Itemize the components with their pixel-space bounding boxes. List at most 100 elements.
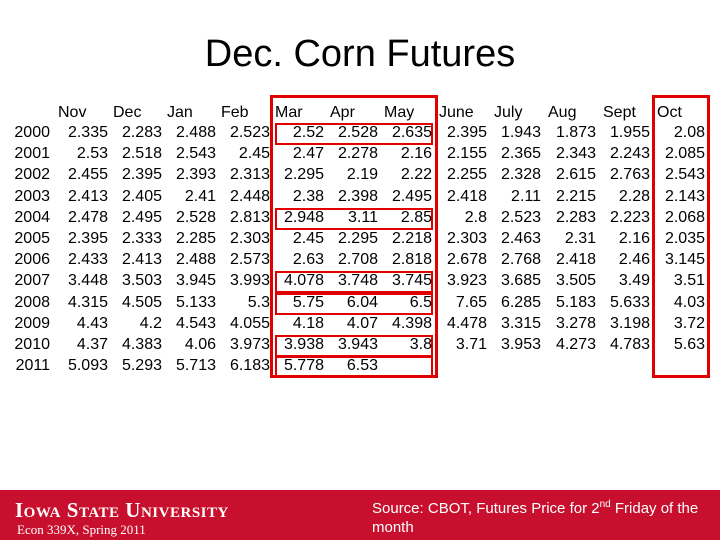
table-cell: 2.19 [346, 166, 378, 184]
table-cell: 2.413 [67, 187, 108, 205]
table-cell: 3.71 [455, 336, 487, 353]
table-cell: 6.5 [409, 293, 432, 311]
table-cell: 2.463 [500, 230, 541, 247]
table-cell: 3.505 [555, 272, 596, 290]
table-cell: 2.708 [337, 251, 378, 269]
highlight-box [275, 207, 433, 230]
source-superscript: nd [599, 499, 611, 510]
row-year: 2003 [14, 187, 50, 205]
table-cell: 3.49 [618, 272, 650, 290]
row-year: 2011 [15, 357, 50, 375]
table-cell: 2.53 [76, 145, 108, 163]
slide-title: Dec. Corn Futures [204, 33, 516, 75]
table-cell: 2.518 [121, 145, 162, 163]
row-year: 2001 [14, 145, 50, 163]
table-cell: 2.495 [391, 187, 432, 205]
table-cell: 3.685 [500, 272, 541, 290]
table-cell: 3.51 [673, 272, 705, 290]
table-cell: 6.183 [229, 357, 270, 375]
table-cell: 6.04 [346, 293, 378, 311]
table-cell: 5.183 [555, 293, 596, 311]
table-cell: 6.285 [500, 293, 541, 311]
table-cell: 2.283 [555, 208, 596, 226]
source-text: Friday of the month [372, 500, 699, 536]
table-cell: 4.478 [446, 314, 487, 332]
table-cell: 2.068 [664, 208, 705, 226]
row-year: 2007 [14, 272, 50, 290]
table-cell: 2.418 [555, 251, 596, 269]
table-cell: 2.813 [229, 208, 270, 226]
table-cell: 4.078 [283, 272, 324, 290]
table-cell: 5.133 [175, 293, 216, 311]
table-cell: 3.8 [409, 336, 432, 353]
table-cell: 2.455 [67, 166, 108, 184]
table-cell: 2.413 [121, 251, 162, 269]
table-cell: 2.16 [400, 145, 432, 163]
table-cell: 2.8 [464, 208, 487, 226]
column-header: Dec [113, 104, 142, 121]
table-cell: 2.16 [618, 230, 650, 247]
row-year: 2004 [14, 208, 50, 226]
table-cell: 3.943 [337, 336, 378, 353]
table-cell: 4.06 [184, 336, 216, 353]
table-cell: 2.28 [618, 187, 650, 205]
university-logo: Iowa State University [15, 498, 229, 522]
table-cell: 2.63 [292, 251, 324, 269]
table-cell: 2.365 [500, 145, 541, 163]
table-cell: 5.75 [292, 293, 324, 311]
table-cell: 2.528 [175, 208, 216, 226]
table-cell: 2.143 [664, 187, 705, 205]
footer: Iowa State University Econ 339X, Spring … [0, 490, 720, 540]
table-cell: 2.303 [446, 230, 487, 247]
table-cell: 4.505 [121, 293, 162, 311]
table-cell: 2.278 [337, 145, 378, 163]
row-year: 2010 [14, 336, 50, 353]
table-cell: 4.383 [121, 336, 162, 353]
table-cell: 2.035 [664, 230, 705, 247]
row-year: 2009 [14, 314, 50, 332]
table-cell: 3.448 [67, 272, 108, 290]
table-cell: 2.08 [673, 124, 705, 141]
table-cell: 2.395 [67, 230, 108, 247]
table-cell: 2.303 [229, 230, 270, 247]
column-header: Feb [221, 104, 249, 121]
highlight-box [652, 95, 710, 378]
table-cell: 3.278 [555, 314, 596, 332]
table-cell: 2.218 [391, 230, 432, 247]
table-cell: 3.973 [229, 336, 270, 353]
table-cell: 2.495 [121, 208, 162, 226]
table-cell: 2.295 [283, 166, 324, 184]
table-cell: 5.713 [175, 357, 216, 375]
table-cell: 2.528 [337, 124, 378, 141]
table-cell: 2.523 [500, 208, 541, 226]
table-cell: 3.145 [664, 251, 705, 269]
table-cell: 2.395 [121, 166, 162, 184]
highlight-box [275, 356, 433, 379]
source-note: Source: CBOT, Futures Price for 2nd Frid… [372, 495, 717, 537]
table-cell: 2.395 [446, 124, 487, 141]
table-cell: 2.295 [337, 230, 378, 247]
table-cell: 4.03 [673, 293, 705, 311]
table-cell: 4.273 [555, 336, 596, 353]
row-year: 2002 [14, 166, 50, 184]
table-cell: 2.343 [555, 145, 596, 163]
table-cell: 6.53 [346, 357, 378, 375]
column-header: Nov [58, 104, 87, 121]
table-cell: 2.11 [511, 187, 541, 205]
table-cell: 2.433 [67, 251, 108, 269]
table-cell: 4.055 [229, 314, 270, 332]
table-cell: 2.328 [500, 166, 541, 184]
table-cell: 5.3 [247, 293, 270, 311]
table-cell: 2.52 [292, 124, 324, 141]
table-cell: 4.543 [175, 314, 216, 332]
column-header: Sept [603, 104, 636, 121]
row-year: 2000 [14, 124, 50, 141]
table-cell: 1.955 [609, 124, 650, 141]
table-cell: 2.313 [229, 166, 270, 184]
table-cell: 4.07 [346, 314, 378, 332]
table-cell: 5.633 [609, 293, 650, 311]
table-cell: 2.478 [67, 208, 108, 226]
table-cell: 4.18 [292, 314, 324, 332]
table-cell: 2.223 [609, 208, 650, 226]
